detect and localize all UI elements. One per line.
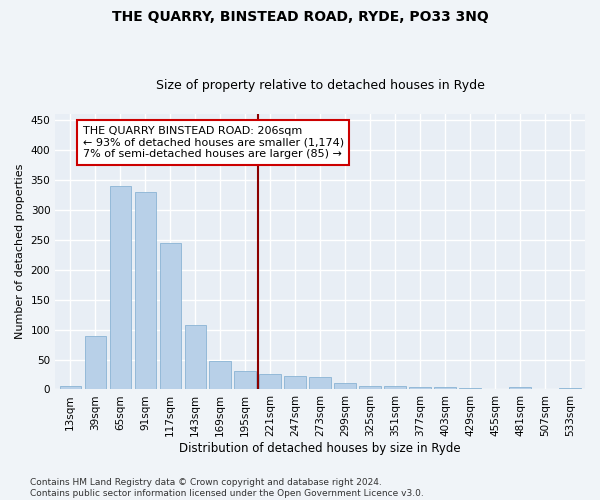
Bar bbox=[284, 376, 306, 390]
Bar bbox=[59, 386, 81, 390]
Bar bbox=[409, 387, 431, 390]
Bar bbox=[559, 388, 581, 390]
Bar bbox=[434, 387, 455, 390]
Bar bbox=[484, 389, 506, 390]
Bar bbox=[235, 372, 256, 390]
Bar bbox=[85, 336, 106, 390]
Bar bbox=[160, 242, 181, 390]
X-axis label: Distribution of detached houses by size in Ryde: Distribution of detached houses by size … bbox=[179, 442, 461, 455]
Bar bbox=[385, 386, 406, 390]
Bar bbox=[334, 384, 356, 390]
Bar bbox=[134, 192, 156, 390]
Bar bbox=[460, 388, 481, 390]
Text: THE QUARRY, BINSTEAD ROAD, RYDE, PO33 3NQ: THE QUARRY, BINSTEAD ROAD, RYDE, PO33 3N… bbox=[112, 10, 488, 24]
Bar bbox=[259, 374, 281, 390]
Bar bbox=[310, 378, 331, 390]
Text: THE QUARRY BINSTEAD ROAD: 206sqm
← 93% of detached houses are smaller (1,174)
7%: THE QUARRY BINSTEAD ROAD: 206sqm ← 93% o… bbox=[83, 126, 344, 159]
Title: Size of property relative to detached houses in Ryde: Size of property relative to detached ho… bbox=[155, 79, 485, 92]
Bar bbox=[209, 362, 231, 390]
Bar bbox=[185, 325, 206, 390]
Y-axis label: Number of detached properties: Number of detached properties bbox=[15, 164, 25, 340]
Bar bbox=[535, 389, 556, 390]
Bar bbox=[110, 186, 131, 390]
Bar bbox=[359, 386, 380, 390]
Bar bbox=[509, 387, 530, 390]
Text: Contains HM Land Registry data © Crown copyright and database right 2024.
Contai: Contains HM Land Registry data © Crown c… bbox=[30, 478, 424, 498]
